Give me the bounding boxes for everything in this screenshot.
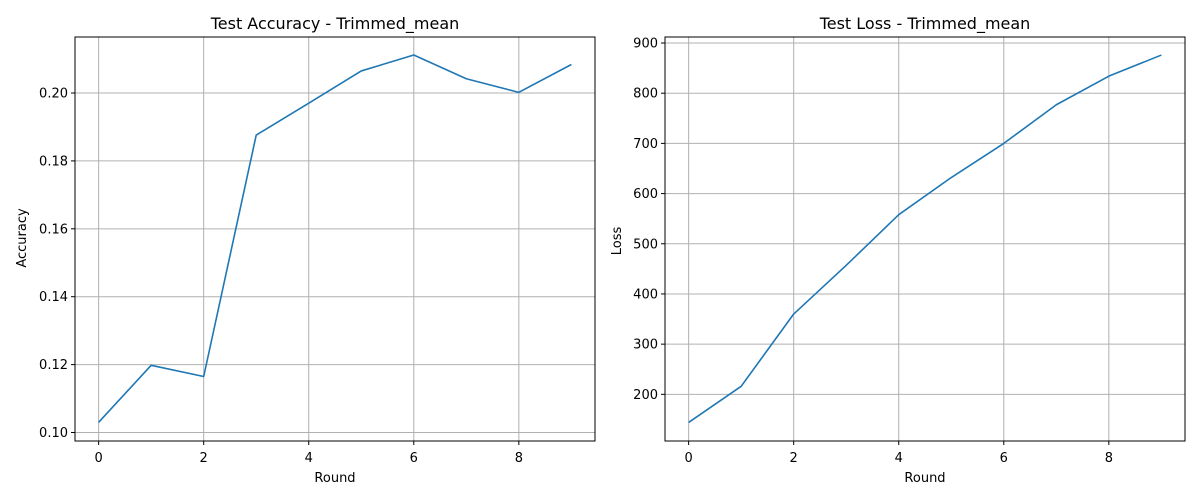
y-tick-label: 200 [633,388,658,403]
y-tick-label: 900 [633,37,658,52]
plot-frame [664,36,1186,442]
y-tick-label: 400 [633,287,658,302]
series-line [98,54,572,423]
y-tick-label: 0.12 [39,358,68,373]
y-tick-label: 0.20 [39,87,68,102]
chart-title: Test Loss - Trimmed_mean [819,14,1031,34]
y-axis-label: Loss [610,227,625,256]
y-tick-label: 500 [633,237,658,252]
y-tick-label: 0.16 [39,222,68,237]
y-tick-label: 0.18 [39,154,68,169]
y-tick-label: 700 [633,137,658,152]
x-axis-label: Round [314,471,355,486]
x-tick-label: 8 [515,451,523,466]
series-line [688,54,1162,424]
y-tick-label: 300 [633,338,658,353]
y-tick-label: 600 [633,187,658,202]
x-tick-label: 2 [790,451,798,466]
y-tick-label: 0.10 [39,426,68,441]
loss-chart: Test Loss - Trimmed_mean Round Loss 0 2 4 6… [610,14,1186,486]
y-tick-label: 800 [633,87,658,102]
y-axis-label: Accuracy [15,208,30,268]
x-axis-label: Round [904,471,945,486]
x-tick-label: 0 [684,451,692,466]
x-tick-label: 4 [305,451,313,466]
accuracy-chart: Test Accuracy - Trimmed_mean Round Accur… [15,14,596,486]
x-tick-label: 8 [1105,451,1113,466]
x-tick-label: 0 [94,451,102,466]
x-tick-label: 6 [410,451,418,466]
plot-frame [74,36,596,442]
x-tick-label: 2 [200,451,208,466]
chart-title: Test Accuracy - Trimmed_mean [210,14,460,34]
y-tick-label: 0.14 [39,290,68,305]
x-tick-label: 6 [1000,451,1008,466]
x-tick-label: 4 [895,451,903,466]
